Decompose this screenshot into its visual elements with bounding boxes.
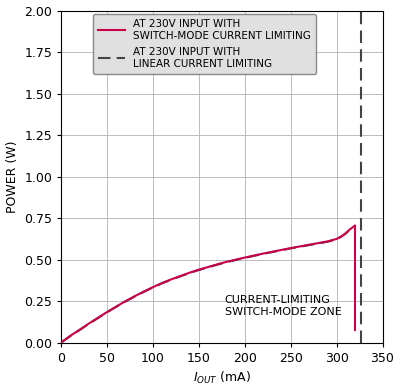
AT 230V INPUT WITH
LINEAR CURRENT LIMITING: [96, 316, 100, 321]
AT 230V INPUT WITH
SWITCH-MODE CURRENT LIMITING: [339, 234, 344, 239]
Line: AT 230V INPUT WITH
LINEAR CURRENT LIMITING: AT 230V INPUT WITH LINEAR CURRENT LIMITI…: [61, 226, 355, 343]
AT 230V INPUT WITH
SWITCH-MODE CURRENT LIMITING: [96, 316, 100, 320]
AT 230V INPUT WITH
SWITCH-MODE CURRENT LIMITING: [187, 270, 192, 275]
AT 230V INPUT WITH
SWITCH-MODE CURRENT LIMITING: [150, 285, 155, 289]
AT 230V INPUT WITH
SWITCH-MODE CURRENT LIMITING: [132, 294, 137, 299]
AT 230V INPUT WITH
LINEAR CURRENT LIMITING: [169, 277, 174, 282]
AT 230V INPUT WITH
LINEAR CURRENT LIMITING: [334, 237, 339, 241]
Legend: AT 230V INPUT WITH
SWITCH-MODE CURRENT LIMITING, AT 230V INPUT WITH
LINEAR CURRE: AT 230V INPUT WITH SWITCH-MODE CURRENT L…: [93, 14, 316, 74]
AT 230V INPUT WITH
LINEAR CURRENT LIMITING: [252, 254, 256, 258]
AT 230V INPUT WITH
SWITCH-MODE CURRENT LIMITING: [86, 321, 91, 326]
AT 230V INPUT WITH
SWITCH-MODE CURRENT LIMITING: [325, 239, 330, 244]
AT 230V INPUT WITH
LINEAR CURRENT LIMITING: [178, 274, 183, 279]
AT 230V INPUT WITH
LINEAR CURRENT LIMITING: [224, 260, 229, 265]
AT 230V INPUT WITH
LINEAR CURRENT LIMITING: [187, 270, 192, 275]
AT 230V INPUT WITH
SWITCH-MODE CURRENT LIMITING: [169, 277, 174, 282]
AT 230V INPUT WITH
LINEAR CURRENT LIMITING: [348, 227, 353, 232]
AT 230V INPUT WITH
SWITCH-MODE CURRENT LIMITING: [59, 340, 64, 345]
AT 230V INPUT WITH
SWITCH-MODE CURRENT LIMITING: [348, 227, 353, 231]
AT 230V INPUT WITH
SWITCH-MODE CURRENT LIMITING: [114, 304, 119, 309]
AT 230V INPUT WITH
LINEAR CURRENT LIMITING: [77, 328, 82, 332]
AT 230V INPUT WITH
SWITCH-MODE CURRENT LIMITING: [279, 248, 284, 252]
AT 230V INPUT WITH
SWITCH-MODE CURRENT LIMITING: [68, 334, 73, 338]
Y-axis label: POWER (W): POWER (W): [6, 140, 18, 213]
AT 230V INPUT WITH
LINEAR CURRENT LIMITING: [279, 248, 284, 252]
AT 230V INPUT WITH
LINEAR CURRENT LIMITING: [59, 340, 64, 345]
AT 230V INPUT WITH
LINEAR CURRENT LIMITING: [132, 294, 137, 299]
AT 230V INPUT WITH
LINEAR CURRENT LIMITING: [105, 310, 110, 315]
AT 230V INPUT WITH
LINEAR CURRENT LIMITING: [196, 268, 201, 272]
AT 230V INPUT WITH
SWITCH-MODE CURRENT LIMITING: [196, 267, 201, 272]
Text: CURRENT-LIMITING
SWITCH-MODE ZONE: CURRENT-LIMITING SWITCH-MODE ZONE: [224, 296, 341, 317]
AT 230V INPUT WITH
LINEAR CURRENT LIMITING: [206, 265, 210, 270]
AT 230V INPUT WITH
LINEAR CURRENT LIMITING: [233, 258, 238, 262]
AT 230V INPUT WITH
SWITCH-MODE CURRENT LIMITING: [233, 258, 238, 262]
AT 230V INPUT WITH
SWITCH-MODE CURRENT LIMITING: [316, 241, 321, 245]
AT 230V INPUT WITH
SWITCH-MODE CURRENT LIMITING: [224, 260, 229, 264]
AT 230V INPUT WITH
SWITCH-MODE CURRENT LIMITING: [334, 237, 339, 241]
Line: AT 230V INPUT WITH
SWITCH-MODE CURRENT LIMITING: AT 230V INPUT WITH SWITCH-MODE CURRENT L…: [61, 226, 355, 343]
AT 230V INPUT WITH
SWITCH-MODE CURRENT LIMITING: [288, 246, 293, 250]
AT 230V INPUT WITH
SWITCH-MODE CURRENT LIMITING: [343, 231, 348, 236]
AT 230V INPUT WITH
SWITCH-MODE CURRENT LIMITING: [141, 289, 146, 294]
AT 230V INPUT WITH
SWITCH-MODE CURRENT LIMITING: [105, 310, 110, 314]
AT 230V INPUT WITH
LINEAR CURRENT LIMITING: [160, 281, 164, 286]
AT 230V INPUT WITH
LINEAR CURRENT LIMITING: [63, 337, 68, 342]
AT 230V INPUT WITH
LINEAR CURRENT LIMITING: [141, 290, 146, 294]
AT 230V INPUT WITH
LINEAR CURRENT LIMITING: [307, 243, 312, 247]
AT 230V INPUT WITH
LINEAR CURRENT LIMITING: [316, 241, 321, 246]
AT 230V INPUT WITH
SWITCH-MODE CURRENT LIMITING: [352, 223, 357, 228]
AT 230V INPUT WITH
SWITCH-MODE CURRENT LIMITING: [72, 330, 77, 335]
AT 230V INPUT WITH
SWITCH-MODE CURRENT LIMITING: [261, 251, 266, 256]
AT 230V INPUT WITH
SWITCH-MODE CURRENT LIMITING: [298, 244, 302, 249]
AT 230V INPUT WITH
SWITCH-MODE CURRENT LIMITING: [215, 262, 220, 267]
AT 230V INPUT WITH
SWITCH-MODE CURRENT LIMITING: [178, 274, 183, 278]
AT 230V INPUT WITH
LINEAR CURRENT LIMITING: [86, 322, 91, 327]
AT 230V INPUT WITH
LINEAR CURRENT LIMITING: [72, 331, 77, 336]
AT 230V INPUT WITH
LINEAR CURRENT LIMITING: [242, 256, 247, 260]
AT 230V INPUT WITH
SWITCH-MODE CURRENT LIMITING: [77, 327, 82, 332]
AT 230V INPUT WITH
LINEAR CURRENT LIMITING: [343, 231, 348, 236]
AT 230V INPUT WITH
LINEAR CURRENT LIMITING: [60, 339, 65, 344]
AT 230V INPUT WITH
LINEAR CURRENT LIMITING: [298, 244, 302, 249]
AT 230V INPUT WITH
LINEAR CURRENT LIMITING: [270, 250, 275, 254]
AT 230V INPUT WITH
LINEAR CURRENT LIMITING: [215, 262, 220, 267]
AT 230V INPUT WITH
LINEAR CURRENT LIMITING: [261, 252, 266, 256]
X-axis label: $I_{OUT}$ (mA): $I_{OUT}$ (mA): [193, 370, 251, 387]
AT 230V INPUT WITH
SWITCH-MODE CURRENT LIMITING: [123, 299, 128, 303]
AT 230V INPUT WITH
SWITCH-MODE CURRENT LIMITING: [160, 281, 164, 285]
AT 230V INPUT WITH
LINEAR CURRENT LIMITING: [123, 299, 128, 304]
AT 230V INPUT WITH
SWITCH-MODE CURRENT LIMITING: [252, 253, 256, 258]
AT 230V INPUT WITH
LINEAR CURRENT LIMITING: [150, 285, 155, 290]
AT 230V INPUT WITH
LINEAR CURRENT LIMITING: [352, 224, 357, 229]
AT 230V INPUT WITH
LINEAR CURRENT LIMITING: [68, 334, 73, 338]
AT 230V INPUT WITH
SWITCH-MODE CURRENT LIMITING: [60, 339, 65, 343]
AT 230V INPUT WITH
SWITCH-MODE CURRENT LIMITING: [206, 265, 210, 269]
AT 230V INPUT WITH
LINEAR CURRENT LIMITING: [325, 240, 330, 244]
AT 230V INPUT WITH
LINEAR CURRENT LIMITING: [288, 246, 293, 251]
AT 230V INPUT WITH
SWITCH-MODE CURRENT LIMITING: [307, 242, 312, 247]
AT 230V INPUT WITH
SWITCH-MODE CURRENT LIMITING: [242, 255, 247, 260]
AT 230V INPUT WITH
LINEAR CURRENT LIMITING: [114, 305, 119, 309]
AT 230V INPUT WITH
SWITCH-MODE CURRENT LIMITING: [63, 337, 68, 341]
AT 230V INPUT WITH
SWITCH-MODE CURRENT LIMITING: [270, 249, 275, 254]
AT 230V INPUT WITH
LINEAR CURRENT LIMITING: [339, 234, 344, 239]
